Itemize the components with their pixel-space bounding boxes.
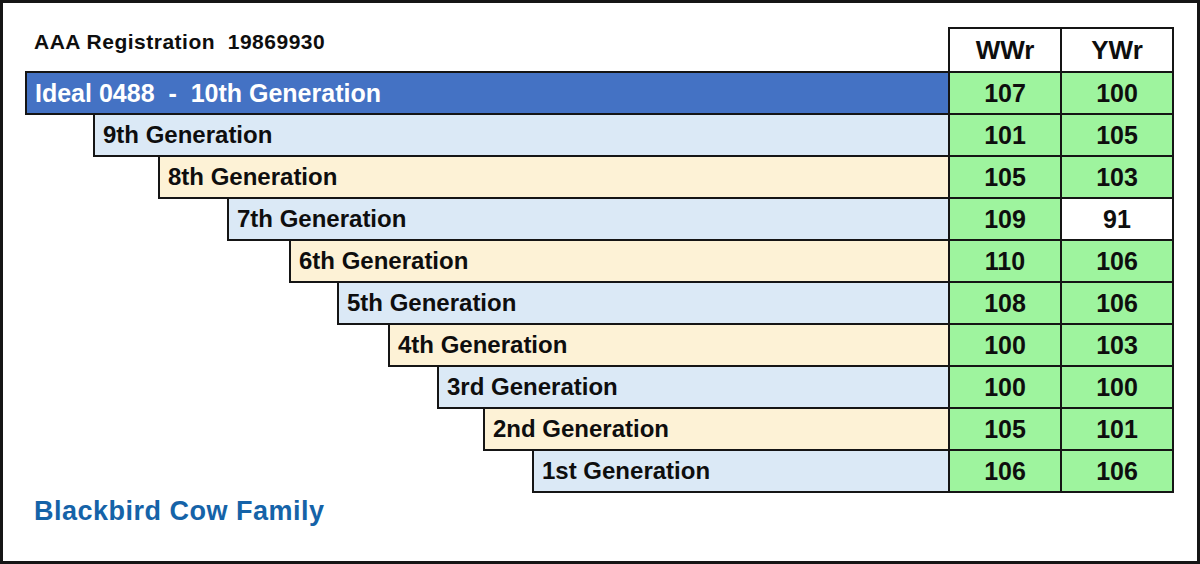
ywr-value-cell: 91 [1060, 197, 1174, 241]
generation-row-label: 2nd Generation [483, 407, 950, 451]
ywr-value-cell: 103 [1060, 323, 1174, 367]
wwr-value-cell: 106 [948, 449, 1062, 493]
ywr-value-cell: 106 [1060, 239, 1174, 283]
ywr-value-cell: 100 [1060, 71, 1174, 115]
wwr-value-cell: 100 [948, 323, 1062, 367]
wwr-value-cell: 105 [948, 407, 1062, 451]
ywr-value-cell: 103 [1060, 155, 1174, 199]
wwr-value-cell: 109 [948, 197, 1062, 241]
registration-title: AAA Registration 19869930 [34, 30, 325, 54]
generation-row-label: 8th Generation [158, 155, 950, 199]
ywr-value-cell: 106 [1060, 281, 1174, 325]
wwr-value-cell: 107 [948, 71, 1062, 115]
wwr-value-cell: 101 [948, 113, 1062, 157]
generation-row-label: 9th Generation [93, 113, 950, 157]
generation-row-label: 4th Generation [388, 323, 950, 367]
generation-row-label: 7th Generation [227, 197, 950, 241]
column-header-ywr: YWr [1060, 27, 1174, 73]
wwr-value-cell: 105 [948, 155, 1062, 199]
generation-row-label: Ideal 0488 - 10th Generation [25, 71, 950, 115]
ywr-value-cell: 100 [1060, 365, 1174, 409]
wwr-value-cell: 108 [948, 281, 1062, 325]
ywr-value-cell: 105 [1060, 113, 1174, 157]
ywr-value-cell: 101 [1060, 407, 1174, 451]
wwr-value-cell: 110 [948, 239, 1062, 283]
generation-row-label: 3rd Generation [437, 365, 950, 409]
family-name-label: Blackbird Cow Family [34, 496, 325, 527]
generation-row-label: 6th Generation [289, 239, 950, 283]
generation-row-label: 5th Generation [337, 281, 950, 325]
generation-row-label: 1st Generation [532, 449, 950, 493]
column-header-wwr: WWr [948, 27, 1062, 73]
wwr-value-cell: 100 [948, 365, 1062, 409]
ywr-value-cell: 106 [1060, 449, 1174, 493]
